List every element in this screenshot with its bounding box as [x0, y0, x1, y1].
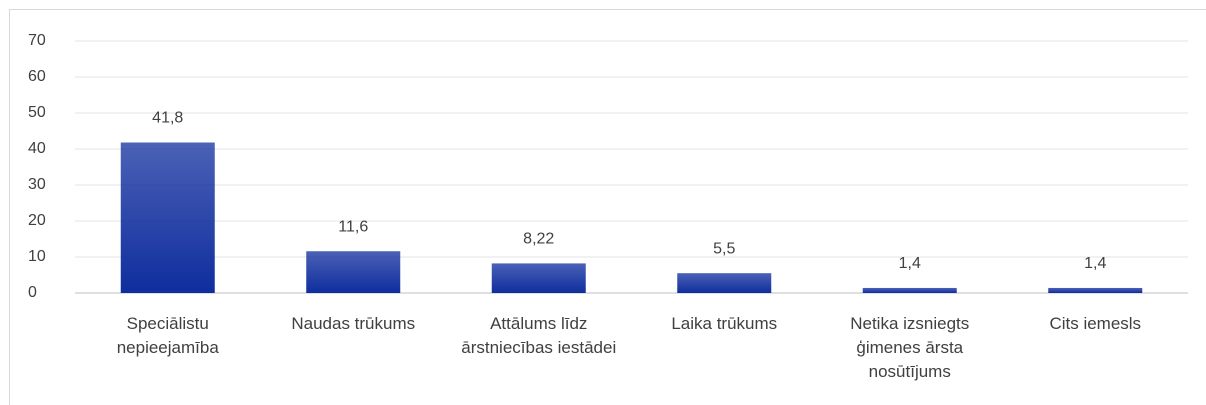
bar — [677, 273, 772, 293]
y-tick-label: 20 — [28, 212, 46, 229]
data-label: 41,8 — [152, 110, 183, 127]
data-label: 5,5 — [713, 240, 735, 257]
x-tick-label: Naudas trūkums — [291, 314, 416, 333]
x-tick-label: Cits iemesls — [1049, 314, 1142, 333]
x-tick-label: Attālums līdz ārstniecības iestādei — [461, 314, 617, 357]
data-label: 1,4 — [899, 255, 921, 272]
bar — [120, 142, 215, 293]
data-label: 8,22 — [523, 231, 554, 248]
x-tick-label: Netika izsniegts ģimenes ārsta nosūtījum… — [850, 314, 970, 381]
x-tick-label: Laika trūkums — [671, 314, 778, 333]
bar — [862, 287, 957, 293]
y-tick-label: 50 — [28, 104, 46, 121]
y-tick-label: 30 — [28, 176, 46, 193]
y-tick-label: 70 — [28, 32, 46, 49]
data-label: 1,4 — [1084, 255, 1106, 272]
data-label: 11,6 — [338, 218, 368, 235]
y-tick-label: 40 — [28, 140, 46, 157]
bar — [1048, 287, 1143, 293]
y-tick-label: 60 — [28, 68, 46, 85]
bar — [491, 263, 586, 293]
y-tick-label: 0 — [28, 284, 37, 301]
y-tick-label: 10 — [28, 248, 46, 265]
x-tick-label: Speciālistu nepieejamība — [116, 314, 219, 357]
bar — [306, 251, 401, 293]
chart-border — [9, 9, 1206, 405]
